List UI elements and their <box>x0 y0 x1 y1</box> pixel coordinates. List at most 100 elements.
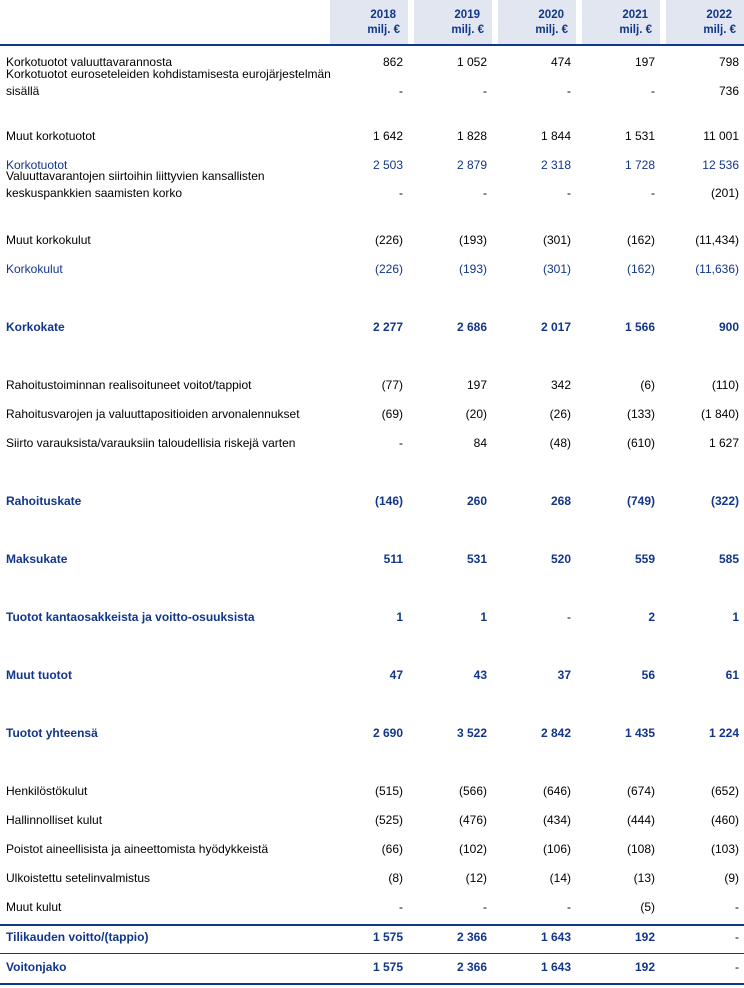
row-label: Rahoituskate <box>6 494 82 508</box>
row-label: Tuotot yhteensä <box>6 726 98 740</box>
row-value-2018: 862 <box>382 55 403 69</box>
row-value-2020: 1 643 <box>540 960 571 974</box>
row-value-2019: 260 <box>466 494 487 508</box>
row-value-2021: 192 <box>634 930 655 944</box>
row-label: Hallinnolliset kulut <box>6 813 103 827</box>
row-value-2021: 1 435 <box>624 726 655 740</box>
row-value-2021: (13) <box>633 871 655 885</box>
row-value-2019: (193) <box>458 233 487 247</box>
row-value-2022: - <box>735 960 739 974</box>
row-value-2018: (69) <box>381 407 403 421</box>
row-value-2019: 197 <box>466 378 487 392</box>
row-value-2018: 2 690 <box>372 726 403 740</box>
row-value-2022: (9) <box>724 871 739 885</box>
column-year: 2018 <box>370 9 396 21</box>
row-value-2021: (162) <box>626 233 655 247</box>
row-value-2020: 474 <box>550 55 571 69</box>
row-value-2020: 268 <box>550 494 571 508</box>
column-unit: milj. € <box>367 24 400 36</box>
row-value-2018: 1 575 <box>372 960 403 974</box>
row-label: Rahoitusvarojen ja valuuttapositioiden a… <box>6 407 300 421</box>
row-value-2021: (749) <box>626 494 655 508</box>
row-value-2020: 2 017 <box>540 320 571 334</box>
row-value-2020: 1 643 <box>540 930 571 944</box>
row-value-2022: 1 224 <box>708 726 739 740</box>
row-label: Korkokulut <box>6 262 63 276</box>
row-value-2021: 559 <box>634 552 655 566</box>
row-value-2019: 84 <box>473 436 487 450</box>
row-label: Korkokate <box>6 320 65 334</box>
table-divider <box>0 924 744 926</box>
row-value-2018: (525) <box>374 813 403 827</box>
row-value-2021: (6) <box>640 378 655 392</box>
row-label: Korkotuotot euroseteleiden kohdistamises… <box>6 67 331 98</box>
row-value-2018: 511 <box>383 552 403 566</box>
row-label: Henkilöstökulut <box>6 784 88 798</box>
row-value-2019: (20) <box>465 407 487 421</box>
column-unit: milj. € <box>619 24 652 36</box>
row-value-2019: - <box>483 84 487 98</box>
row-value-2022: 61 <box>725 668 739 682</box>
row-value-2019: (193) <box>458 262 487 276</box>
row-value-2019: 531 <box>466 552 487 566</box>
row-value-2022: (103) <box>710 842 739 856</box>
row-value-2021: 2 <box>648 610 655 624</box>
row-value-2018: 47 <box>389 668 403 682</box>
row-label: Tilikauden voitto/(tappio) <box>6 930 149 944</box>
row-label: Korkotuotot <box>6 158 68 172</box>
row-value-2021: 1 566 <box>624 320 655 334</box>
row-label: Muut korkokulut <box>6 233 91 247</box>
row-value-2022: (110) <box>711 378 739 392</box>
row-value-2022: 798 <box>718 55 739 69</box>
row-label: Ulkoistettu setelinvalmistus <box>6 871 151 885</box>
row-label: Muut tuotot <box>6 668 72 682</box>
row-value-2020: (106) <box>542 842 571 856</box>
row-value-2021: 197 <box>634 55 655 69</box>
row-value-2020: (14) <box>549 871 571 885</box>
row-value-2019: - <box>483 186 487 200</box>
table-header: 2018 milj. € 2019 milj. € 2020 milj. € 2021 mil… <box>0 0 744 44</box>
column-header-2020: 2020 milj. € <box>498 0 576 44</box>
column-header-2018: 2018 milj. € <box>330 0 408 44</box>
row-value-2018: - <box>399 436 403 450</box>
row-value-2021: (444) <box>626 813 655 827</box>
row-value-2020: 2 318 <box>540 158 571 172</box>
row-value-2020: 37 <box>557 668 571 682</box>
row-value-2018: 2 503 <box>372 158 403 172</box>
row-value-2020: (301) <box>542 262 571 276</box>
row-value-2018: 1 575 <box>372 930 403 944</box>
row-value-2018: - <box>399 186 403 200</box>
row-value-2022: 1 627 <box>708 436 739 450</box>
table-divider <box>0 44 744 46</box>
row-value-2022: (460) <box>710 813 739 827</box>
row-value-2020: (434) <box>542 813 571 827</box>
row-value-2019: 2 366 <box>456 930 487 944</box>
table-divider <box>0 953 744 954</box>
row-label: Siirto varauksista/varauksiin taloudelli… <box>6 436 296 450</box>
row-value-2020: (301) <box>542 233 571 247</box>
row-value-2018: 1 642 <box>372 129 403 143</box>
row-value-2019: - <box>483 900 487 914</box>
row-value-2021: (674) <box>626 784 655 798</box>
row-value-2022: 1 <box>732 610 739 624</box>
row-value-2022: (201) <box>710 186 739 200</box>
row-value-2020: - <box>567 84 571 98</box>
row-value-2022: (11,434) <box>695 233 739 247</box>
row-value-2018: (226) <box>374 233 403 247</box>
row-value-2019: (566) <box>458 784 487 798</box>
column-year: 2022 <box>706 9 732 21</box>
row-value-2018: (146) <box>374 494 403 508</box>
row-value-2022: (11,636) <box>695 262 739 276</box>
row-value-2019: 1 828 <box>456 129 487 143</box>
row-label: Poistot aineellisista ja aineettomista h… <box>6 842 269 856</box>
row-value-2021: - <box>651 186 655 200</box>
row-value-2021: (610) <box>626 436 655 450</box>
row-value-2022: 736 <box>718 84 739 98</box>
row-value-2022: - <box>735 900 739 914</box>
row-value-2021: - <box>651 84 655 98</box>
row-value-2020: (646) <box>542 784 571 798</box>
row-value-2021: (133) <box>626 407 655 421</box>
row-value-2021: 1 728 <box>624 158 655 172</box>
row-value-2021: (5) <box>640 900 655 914</box>
column-year: 2019 <box>454 9 480 21</box>
